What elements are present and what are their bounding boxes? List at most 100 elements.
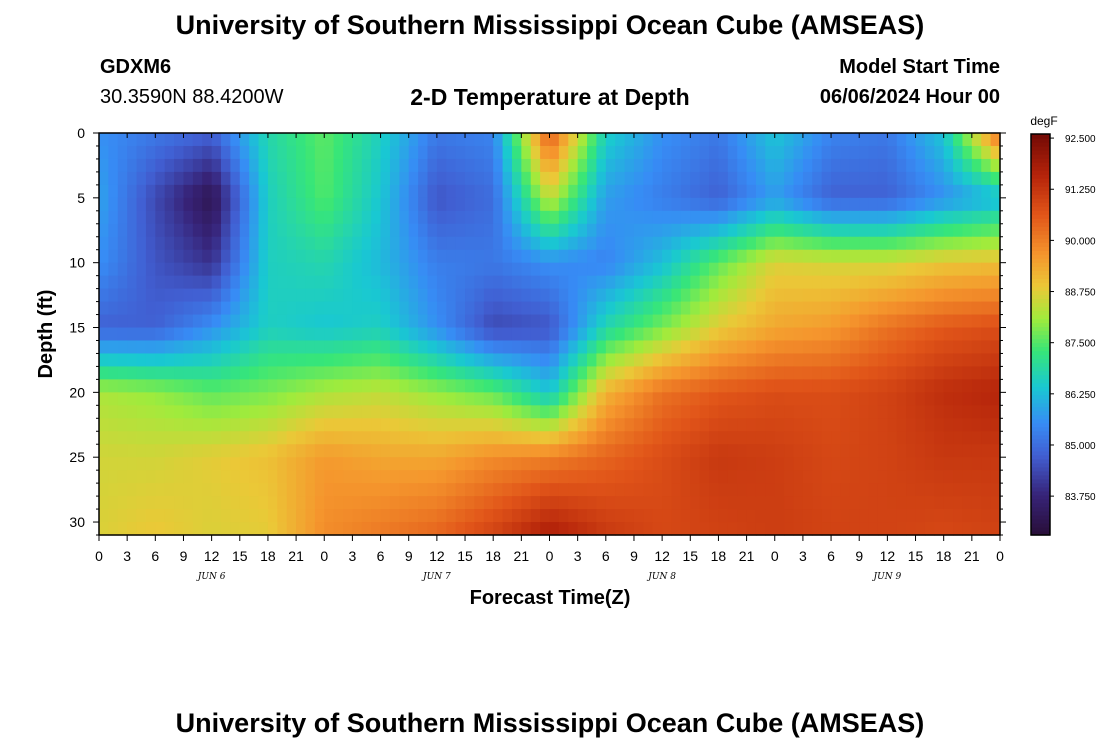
heatmap-cell — [699, 470, 710, 484]
heatmap-cell — [502, 223, 513, 238]
heatmap-cell — [202, 197, 213, 212]
heatmap-cell — [127, 366, 138, 380]
heatmap-cell — [558, 314, 569, 329]
x-tick-label: 18 — [711, 548, 727, 564]
heatmap-cell — [192, 145, 203, 160]
heatmap-cell — [511, 301, 522, 316]
heatmap-cell — [418, 470, 429, 484]
heatmap-cell — [155, 158, 166, 173]
heatmap-cell — [239, 405, 250, 419]
heatmap-cell — [549, 249, 560, 264]
heatmap-cell — [737, 288, 748, 303]
heatmap-cell — [802, 509, 813, 523]
heatmap-cell — [530, 171, 541, 186]
heatmap-cell — [136, 275, 147, 290]
heatmap-cell — [361, 171, 372, 186]
heatmap-cell — [305, 340, 316, 355]
heatmap-cell — [202, 236, 213, 251]
heatmap-cell — [718, 249, 729, 264]
heatmap-cell — [680, 197, 691, 212]
heatmap-cell — [906, 210, 917, 225]
heatmap-cell — [868, 327, 879, 342]
colorbar-swatch — [1031, 202, 1050, 207]
heatmap-cell — [530, 379, 541, 393]
heatmap-cell — [887, 366, 898, 380]
x-tick-label: 18 — [485, 548, 501, 564]
heatmap-cell — [211, 301, 222, 316]
heatmap-cell — [662, 236, 673, 251]
heatmap-cell — [765, 249, 776, 264]
heatmap-cell — [802, 223, 813, 238]
heatmap-cell — [859, 470, 870, 484]
heatmap-cell — [765, 340, 776, 355]
heatmap-cell — [361, 379, 372, 393]
heatmap-cell — [615, 366, 626, 380]
heatmap-cell — [652, 340, 663, 355]
heatmap-cell — [971, 327, 982, 342]
heatmap-cell — [183, 301, 194, 316]
heatmap-cell — [709, 288, 720, 303]
heatmap-cell — [530, 457, 541, 471]
heatmap-cell — [465, 496, 476, 510]
heatmap-cell — [418, 184, 429, 199]
heatmap-cell — [333, 470, 344, 484]
heatmap-cell — [267, 444, 278, 458]
heatmap-cell — [587, 405, 598, 419]
heatmap-cell — [493, 184, 504, 199]
heatmap-cell — [727, 522, 738, 536]
heatmap-cell — [389, 288, 400, 303]
heatmap-cell — [662, 366, 673, 380]
heatmap-cell — [906, 145, 917, 160]
heatmap-cell — [511, 327, 522, 342]
heatmap-cell — [465, 314, 476, 329]
heatmap-cell — [286, 223, 297, 238]
heatmap-cell — [877, 405, 888, 419]
heatmap-cell — [136, 171, 147, 186]
heatmap-cell — [427, 184, 438, 199]
heatmap-cell — [652, 522, 663, 536]
heatmap-cell — [324, 210, 335, 225]
heatmap-cell — [624, 301, 635, 316]
heatmap-cell — [192, 340, 203, 355]
heatmap-cell — [277, 314, 288, 329]
heatmap-cell — [530, 418, 541, 432]
heatmap-cell — [361, 392, 372, 406]
heatmap-cell — [981, 145, 992, 160]
heatmap-cell — [239, 418, 250, 432]
heatmap-cell — [136, 288, 147, 303]
heatmap-cell — [483, 236, 494, 251]
heatmap-cell — [389, 431, 400, 445]
heatmap-cell — [774, 301, 785, 316]
heatmap-cell — [465, 184, 476, 199]
colorbar-swatch — [1031, 218, 1050, 223]
heatmap-cell — [380, 133, 391, 147]
heatmap-cell — [990, 158, 1001, 173]
heatmap-cell — [239, 379, 250, 393]
heatmap-cell — [849, 444, 860, 458]
heatmap-cell — [324, 418, 335, 432]
heatmap-cell — [258, 145, 269, 160]
heatmap-cell — [971, 314, 982, 329]
heatmap-cell — [662, 158, 673, 173]
heatmap-cell — [511, 457, 522, 471]
heatmap-cell — [521, 197, 532, 212]
colorbar-swatch — [1031, 446, 1050, 452]
heatmap-cell — [915, 184, 926, 199]
heatmap-cell — [455, 223, 466, 238]
heatmap-cell — [108, 366, 119, 380]
heatmap-cell — [821, 133, 832, 147]
heatmap-cell — [633, 379, 644, 393]
heatmap-cell — [286, 353, 297, 368]
heatmap-cell — [643, 288, 654, 303]
heatmap-cell — [521, 249, 532, 264]
heatmap-cell — [408, 405, 419, 419]
heatmap-cell — [568, 262, 579, 277]
heatmap-cell — [192, 288, 203, 303]
heatmap-cell — [352, 353, 363, 368]
heatmap-cell — [596, 392, 607, 406]
heatmap-cell — [305, 171, 316, 186]
heatmap-cell — [183, 145, 194, 160]
heatmap-cell — [605, 314, 616, 329]
heatmap-cell — [699, 392, 710, 406]
heatmap-cell — [662, 327, 673, 342]
